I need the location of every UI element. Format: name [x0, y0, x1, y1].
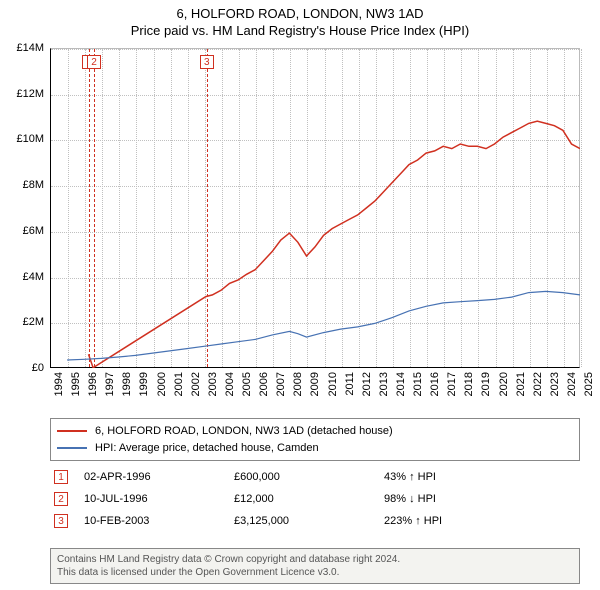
- y-axis-label: £14M: [16, 42, 44, 54]
- y-axis-label: £12M: [16, 88, 44, 100]
- x-axis-label: 1994: [53, 372, 65, 396]
- event-date: 10-JUL-1996: [80, 488, 230, 510]
- legend-swatch: [57, 447, 87, 449]
- footer-line-2: This data is licensed under the Open Gov…: [57, 566, 573, 579]
- x-axis-label: 2019: [480, 372, 492, 396]
- x-axis-label: 2015: [412, 372, 424, 396]
- footer: Contains HM Land Registry data © Crown c…: [50, 548, 580, 584]
- x-axis-label: 2025: [583, 372, 595, 396]
- x-axis-label: 2012: [361, 372, 373, 396]
- legend-label: 6, HOLFORD ROAD, LONDON, NW3 1AD (detach…: [95, 423, 393, 440]
- event-row: 3 10-FEB-2003£3,125,000223% ↑ HPI: [50, 510, 580, 532]
- legend: 6, HOLFORD ROAD, LONDON, NW3 1AD (detach…: [50, 418, 580, 461]
- event-pct: 98% ↓ HPI: [380, 488, 580, 510]
- x-axis-label: 2006: [258, 372, 270, 396]
- x-axis-label: 2009: [309, 372, 321, 396]
- legend-swatch: [57, 430, 87, 432]
- x-axis-label: 2024: [566, 372, 578, 396]
- x-axis-label: 1996: [87, 372, 99, 396]
- event-pct: 223% ↑ HPI: [380, 510, 580, 532]
- x-axis-label: 1998: [121, 372, 133, 396]
- x-axis-label: 2005: [241, 372, 253, 396]
- x-axis-label: 2022: [532, 372, 544, 396]
- event-price: £600,000: [230, 466, 380, 488]
- title-main: 6, HOLFORD ROAD, LONDON, NW3 1AD: [0, 6, 600, 23]
- x-axis-label: 2013: [378, 372, 390, 396]
- x-axis-label: 1999: [138, 372, 150, 396]
- event-pct: 43% ↑ HPI: [380, 466, 580, 488]
- event-id-box: 3: [54, 514, 68, 528]
- x-axis-label: 2018: [463, 372, 475, 396]
- x-axis-label: 2003: [207, 372, 219, 396]
- x-axis-label: 2007: [275, 372, 287, 396]
- events-table: 1 02-APR-1996£600,00043% ↑ HPI 2 10-JUL-199…: [50, 466, 580, 532]
- legend-label: HPI: Average price, detached house, Camd…: [95, 440, 319, 457]
- title-sub: Price paid vs. HM Land Registry's House …: [0, 23, 600, 40]
- event-date: 02-APR-1996: [80, 466, 230, 488]
- x-axis-label: 2021: [515, 372, 527, 396]
- x-axis-label: 2014: [395, 372, 407, 396]
- title-block: 6, HOLFORD ROAD, LONDON, NW3 1AD Price p…: [0, 0, 600, 40]
- event-price: £3,125,000: [230, 510, 380, 532]
- x-axis-label: 2002: [190, 372, 202, 396]
- page: 6, HOLFORD ROAD, LONDON, NW3 1AD Price p…: [0, 0, 600, 590]
- chart: 123 £0£2M£4M£6M£8M£10M£12M£14M1994199519…: [50, 48, 580, 368]
- legend-item: HPI: Average price, detached house, Camd…: [57, 440, 573, 457]
- y-axis-label: £8M: [23, 179, 44, 191]
- y-axis-label: £10M: [16, 133, 44, 145]
- event-id-box: 1: [54, 470, 68, 484]
- x-axis-label: 1995: [70, 372, 82, 396]
- series-svg: [50, 48, 580, 368]
- event-row: 1 02-APR-1996£600,00043% ↑ HPI: [50, 466, 580, 488]
- legend-item: 6, HOLFORD ROAD, LONDON, NW3 1AD (detach…: [57, 423, 573, 440]
- x-axis-label: 2010: [327, 372, 339, 396]
- x-axis-label: 2004: [224, 372, 236, 396]
- y-axis-label: £0: [32, 362, 44, 374]
- x-axis-label: 2016: [429, 372, 441, 396]
- event-price: £12,000: [230, 488, 380, 510]
- x-axis-label: 1997: [104, 372, 116, 396]
- series-line: [67, 291, 580, 360]
- event-date: 10-FEB-2003: [80, 510, 230, 532]
- x-axis-label: 2000: [156, 372, 168, 396]
- x-axis-label: 2020: [498, 372, 510, 396]
- y-axis-label: £2M: [23, 316, 44, 328]
- y-axis-label: £6M: [23, 225, 44, 237]
- event-id-box: 2: [54, 492, 68, 506]
- y-axis-label: £4M: [23, 271, 44, 283]
- x-axis-label: 2023: [549, 372, 561, 396]
- x-axis-label: 2001: [173, 372, 185, 396]
- gridline-v: [581, 49, 582, 367]
- x-axis-label: 2011: [344, 372, 356, 396]
- x-axis-label: 2017: [446, 372, 458, 396]
- footer-line-1: Contains HM Land Registry data © Crown c…: [57, 553, 573, 566]
- x-axis-label: 2008: [292, 372, 304, 396]
- event-row: 2 10-JUL-1996£12,00098% ↓ HPI: [50, 488, 580, 510]
